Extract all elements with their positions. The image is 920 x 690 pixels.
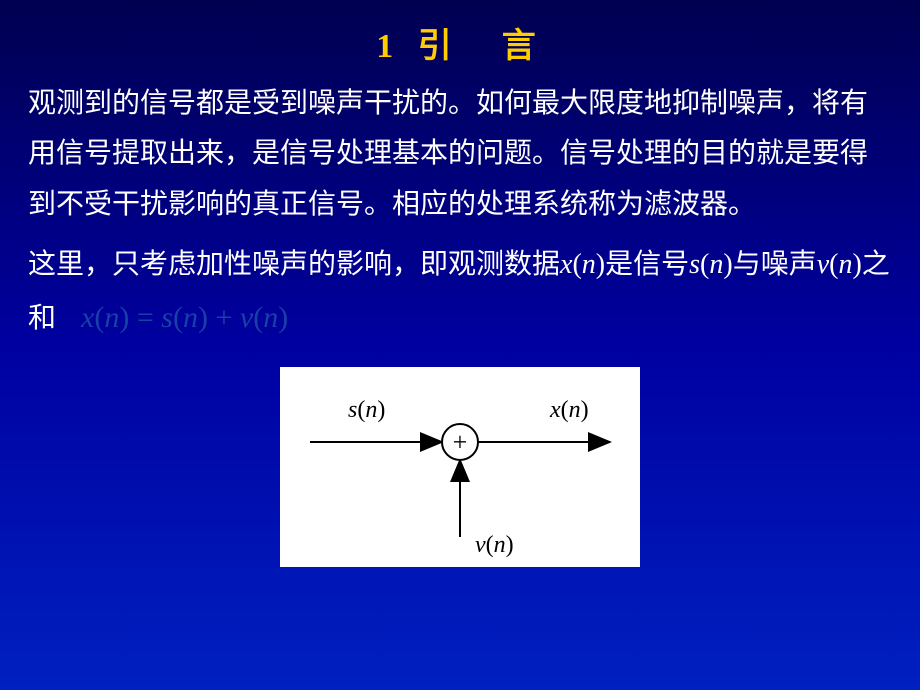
diagram-svg: + s(n) x(n) v(n) [280,367,640,567]
eq-rhs1-var: s [161,301,173,334]
var-v: v [817,249,829,280]
p2-mid1: 是信号 [605,249,689,280]
var-n1: n [582,249,596,280]
eq-lhs-arg: n [104,301,119,334]
eq-rhs1-arg: n [183,301,198,334]
block-diagram: + s(n) x(n) v(n) [280,367,640,567]
label-s: s(n) [348,397,385,423]
title-text: 引 言 [418,28,544,65]
title-number: 1 [376,28,401,65]
p2-mid2: 与噪声 [733,249,817,280]
slide-title: 1 引 言 [0,0,920,79]
var-n3: n [838,249,852,280]
label-v: v(n) [475,532,514,558]
label-x: x(n) [549,397,589,423]
paragraph-1: 观测到的信号都是受到噪声干扰的。如何最大限度地抑制噪声，将有用信号提取出来，是信… [0,79,920,230]
eq-lhs-var: x [81,301,94,334]
eq-rhs2-var: v [240,301,253,334]
var-x: x [560,249,572,280]
paragraph-2: 这里，只考虑加性噪声的影响，即观测数据x(n)是信号s(n)与噪声v(n)之和 … [0,240,920,344]
p2-pre: 这里，只考虑加性噪声的影响，即观测数据 [28,249,560,280]
var-n2: n [709,249,723,280]
plus-symbol: + [453,427,468,456]
var-s: s [689,249,700,280]
eq-rhs2-arg: n [263,301,278,334]
equation: x(n) = s(n) + v(n) [81,301,288,334]
